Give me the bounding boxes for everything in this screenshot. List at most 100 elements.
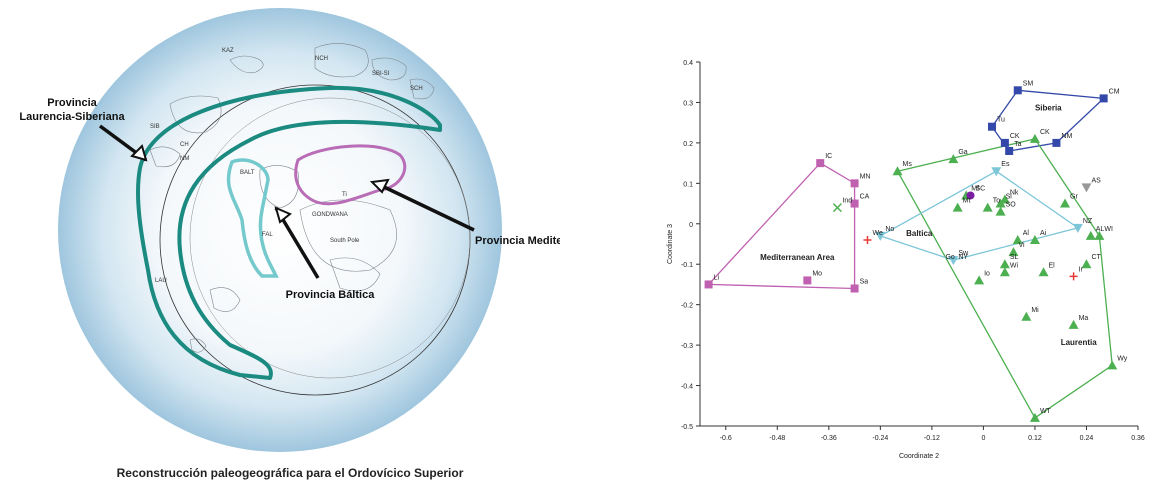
ordination-plot: -0.6 -0.48 -0.36 -0.24 -0.12 0 0.12 0.24 0.36 0.4… [560,0,1150,490]
baltica-point [991,167,1002,177]
paleogeographic-map: Provincia Laurencia-Siberiana Provincia … [0,0,597,490]
x-tick-label: 0 [981,435,985,442]
label-laurencia-line1: Provincia [47,97,97,109]
y-axis-label: Coordinate 3 [667,224,674,264]
laurentia-point [1060,198,1070,208]
continent-outlines [149,43,435,353]
laurentia-point [1038,267,1049,277]
point-label: AL [1096,226,1105,233]
laurentia-point [1081,259,1092,269]
place-sib: SIB [150,124,160,130]
x-tick-label: -0.36 [821,435,837,442]
laurentia-point [948,154,959,164]
x-tick-label: 0.36 [1131,435,1145,442]
x-tick-label: -0.6 [720,435,732,442]
y-tick-label: -0.2 [681,303,693,310]
laurentia-point [999,194,1010,204]
point-label: SL [1010,254,1019,261]
y-tick-label: 0.4 [683,60,693,67]
place-gondwana: GONDWANA [312,212,348,218]
point-label: Tu [997,117,1005,124]
laurentia-point [999,259,1010,269]
baltica-point [948,256,959,266]
laurentia-point [892,166,903,176]
point-label: WT [1040,408,1052,415]
point-label: Mo [812,270,822,277]
x-tick-label: -0.48 [769,435,785,442]
point-label: To [993,198,1001,205]
laurentia-point [1107,360,1118,370]
siberia-point [1099,94,1108,103]
point-label: Sl [1006,194,1013,201]
y-tick-label: 0 [689,222,693,229]
group-label: Baltica [906,229,933,238]
siberia-hull [991,89,1106,152]
laurentia-point [1094,230,1105,240]
y-tick-label: -0.3 [681,343,693,350]
baltica-point [1072,223,1083,233]
x-tick-label: -0.24 [872,435,888,442]
other-point [966,191,975,200]
y-tick-label: 0.3 [683,100,693,107]
point-label: Io [984,270,990,277]
place-lau: LAU [155,278,167,284]
point-label: Mt [963,198,971,205]
mediterranean-area-point [850,284,859,293]
group-label: Mediterranean Area [760,253,835,262]
place-ch: CH [180,142,189,148]
laurentia-point [1068,319,1079,329]
laurentia-point [1085,230,1096,240]
tropic-circle [189,97,471,379]
laurentia-point [1029,234,1040,244]
x-tick-label: 0.12 [1028,435,1042,442]
axes: -0.6 -0.48 -0.36 -0.24 -0.12 0 0.12 0.24 0.36 0.4… [667,60,1145,460]
mediterranean-area-point [850,199,859,208]
point-label: Ai [1040,230,1047,237]
point-label: CK [1040,129,1050,136]
globe-map-svg: Provincia Laurencia-Siberiana Provincia … [19,8,597,452]
other-point [863,235,872,244]
point-label: Mi [1031,307,1039,314]
point-label: Al [1023,230,1030,237]
point-label: CM [1109,88,1120,95]
place-fal: FAL [262,232,273,238]
arrows [98,124,475,279]
point-label: We [872,230,882,237]
y-tick-label: -0.1 [681,262,693,269]
point-label: Sw [958,250,969,257]
x-tick-label: -0.12 [924,435,940,442]
baltica-outline [226,158,279,278]
point-label: Wi [1010,262,1019,269]
label-baltica: Provincia Báltica [286,289,376,301]
laurentia-point [1012,234,1023,244]
laurentia-point [1008,247,1019,257]
scatter-chart-svg: -0.6 -0.48 -0.36 -0.24 -0.12 0 0.12 0.24 0.36 0.4… [667,60,1145,460]
point-label: SC [976,185,986,192]
laurentia-point [1029,133,1040,143]
y-tick-label: -0.4 [681,384,693,391]
point-label: Wy [1117,355,1128,362]
other-point [1081,183,1092,193]
map-caption: Reconstrucción paleogeográfica para el O… [116,466,464,480]
point-label: No [885,226,894,233]
point-label: Mf [971,185,979,192]
marks [704,86,1118,422]
point-label: Es [1001,161,1010,168]
other-point [1069,272,1078,281]
place-nch: NCH [315,56,328,62]
siberia-point [988,122,996,131]
laurentia-point [995,206,1006,216]
point-label: Li [714,274,720,281]
laurentia-point [974,275,985,285]
point-label: El [1049,262,1056,269]
point-label: SM [1023,80,1034,87]
place-balt: BALT [240,170,255,176]
place-south-pole: South Pole [330,238,360,244]
point-label: MN [860,173,871,180]
place-sbi: SBI-SI [372,71,390,77]
place-kaz: KAZ [222,48,234,54]
point-label: NZ [1083,218,1093,225]
mediterranean-area-point [704,280,713,289]
siberia-point [1000,138,1009,147]
